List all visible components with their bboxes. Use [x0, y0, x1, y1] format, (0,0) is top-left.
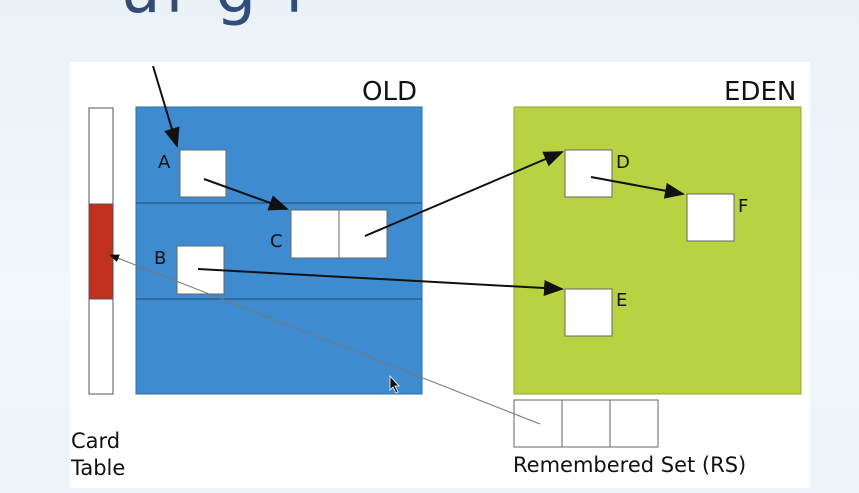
object-b-label: B: [154, 248, 166, 269]
c-to-d-arrow: [364, 151, 564, 237]
mouse-pointer-icon: [389, 374, 400, 394]
object-c-part-1: [290, 209, 340, 259]
remembered-set-slot: [561, 399, 611, 448]
object-f-label: F: [738, 196, 748, 217]
object-d-label: D: [616, 152, 630, 173]
object-d: [564, 149, 613, 198]
root-to-a-arrow: [152, 65, 180, 148]
object-c-label: C: [270, 231, 283, 252]
object-c-part-2: [338, 209, 388, 259]
object-a-label: A: [158, 152, 171, 173]
object-a: [179, 149, 227, 198]
d-to-f-arrow: [590, 176, 685, 199]
object-f: [686, 193, 735, 242]
slide-title-fragment: uf g f: [120, 0, 311, 28]
rs-to-card-reference-line: [109, 254, 541, 425]
eden-region: [513, 106, 802, 395]
object-e: [564, 288, 613, 337]
a-to-c-arrow: [203, 178, 289, 211]
remembered-set-slot: [609, 399, 659, 448]
object-e-label: E: [616, 290, 627, 311]
remembered-set-label: Remembered Set (RS): [513, 453, 746, 477]
card-table-dirty-card: [88, 203, 114, 300]
b-to-e-arrow: [197, 268, 564, 297]
card-table-label-line2: Table: [70, 456, 125, 480]
card-table-label-line1: Card: [71, 429, 120, 453]
eden-label: EDEN: [724, 77, 796, 107]
old-label: OLD: [362, 77, 417, 107]
